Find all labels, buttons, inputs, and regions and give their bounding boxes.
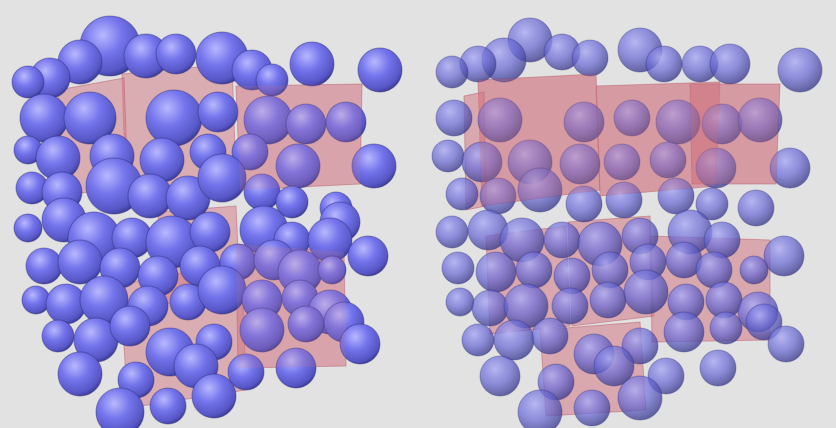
sphere (589, 281, 627, 319)
sphere (149, 387, 187, 425)
sphere (347, 235, 389, 277)
sphere (573, 389, 611, 427)
sphere (565, 185, 603, 223)
sphere (613, 99, 651, 137)
sphere (197, 91, 239, 133)
sphere (21, 285, 51, 315)
sphere (357, 47, 403, 93)
sphere (517, 167, 563, 213)
left-panel (11, 15, 403, 428)
sphere (255, 63, 289, 97)
sphere (109, 305, 151, 347)
sphere (709, 311, 743, 345)
sphere (431, 139, 465, 173)
sphere (197, 153, 247, 203)
sphere (645, 45, 683, 83)
sphere (435, 55, 469, 89)
sphere (287, 305, 325, 343)
sphere (763, 235, 805, 277)
cube-overlay (236, 244, 346, 368)
sphere (477, 97, 523, 143)
sphere (325, 101, 367, 143)
sphere (239, 307, 285, 353)
sphere (739, 255, 769, 285)
sphere (571, 39, 609, 77)
sphere (493, 319, 535, 361)
sphere (191, 373, 237, 419)
sphere (699, 349, 737, 387)
sphere (517, 389, 563, 428)
sphere (663, 311, 705, 353)
sphere (445, 177, 479, 211)
sphere (769, 147, 811, 189)
sphere (445, 287, 475, 317)
sphere (649, 141, 687, 179)
sphere (543, 221, 581, 259)
sphere (737, 97, 783, 143)
sphere (655, 99, 701, 145)
sphere (11, 65, 45, 99)
sphere (285, 103, 327, 145)
sphere (745, 303, 783, 341)
sphere (461, 141, 503, 183)
sphere (317, 255, 347, 285)
cube-overlay (236, 84, 362, 190)
sphere (441, 251, 475, 285)
cube-overlay (596, 82, 720, 196)
sphere (559, 143, 601, 185)
sphere (623, 269, 669, 315)
sphere (621, 327, 659, 365)
sphere (351, 143, 397, 189)
sphere (145, 89, 203, 147)
cube-overlay (478, 74, 600, 206)
sphere (275, 185, 309, 219)
sphere (605, 181, 643, 219)
sphere (515, 251, 553, 289)
sphere (435, 99, 473, 137)
sphere (435, 215, 469, 249)
sphere (695, 187, 729, 221)
right-panel (431, 17, 823, 428)
sphere (603, 143, 641, 181)
sphere (57, 351, 103, 397)
sphere (593, 345, 635, 387)
sphere (777, 47, 823, 93)
sphere (767, 325, 805, 363)
sphere (63, 91, 117, 145)
sphere (231, 133, 269, 171)
sphere (41, 319, 75, 353)
sphere (563, 101, 605, 143)
sphere (531, 317, 569, 355)
sphere (709, 43, 751, 85)
sphere (289, 41, 335, 87)
sphere (25, 247, 63, 285)
sphere (475, 251, 517, 293)
sphere (471, 289, 509, 327)
sphere (127, 173, 173, 219)
cube-overlay (690, 84, 780, 184)
sphere (737, 189, 775, 227)
sphere (275, 347, 317, 389)
sphere (617, 375, 663, 421)
sphere (13, 213, 43, 243)
sphere (551, 287, 589, 325)
sphere (657, 177, 695, 215)
sphere (155, 33, 197, 75)
sphere (695, 147, 737, 189)
sphere (339, 323, 381, 365)
sphere (95, 387, 145, 428)
sphere (19, 93, 69, 143)
sphere (461, 323, 495, 357)
sphere (227, 353, 265, 391)
sphere (479, 355, 521, 397)
